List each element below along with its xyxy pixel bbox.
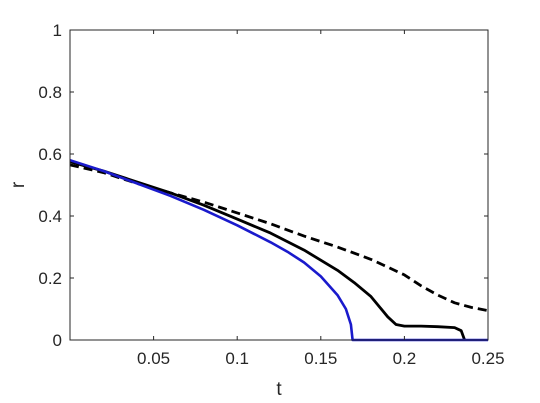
y-tick-label: 0 <box>53 331 62 350</box>
series-line-2 <box>69 160 466 341</box>
y-tick-label: 1 <box>53 21 62 40</box>
axes-layer: 0.05 0.1 0.15 0.2 0.25 0 0.2 0.4 0.6 0.8 1 <box>38 21 504 368</box>
axes-box <box>69 29 489 341</box>
y-tick-label: 0.2 <box>38 269 62 288</box>
x-tick-label: 0.25 <box>471 349 504 368</box>
y-tick-label: 0.8 <box>38 83 62 102</box>
y-tick-label: 0.6 <box>38 145 62 164</box>
x-tick-label: 0.05 <box>137 349 170 368</box>
y-tick-label: 0.4 <box>38 207 62 226</box>
series-layer <box>69 158 489 342</box>
series-line-3 <box>69 158 488 342</box>
plot-background <box>70 30 488 340</box>
x-axis-label: t <box>276 379 282 400</box>
y-axis-label: r <box>8 181 29 188</box>
x-tick-label: 0.15 <box>304 349 337 368</box>
x-tick-label: 0.2 <box>393 349 417 368</box>
plot-area <box>70 30 488 340</box>
x-tick-label: 0.1 <box>225 349 249 368</box>
